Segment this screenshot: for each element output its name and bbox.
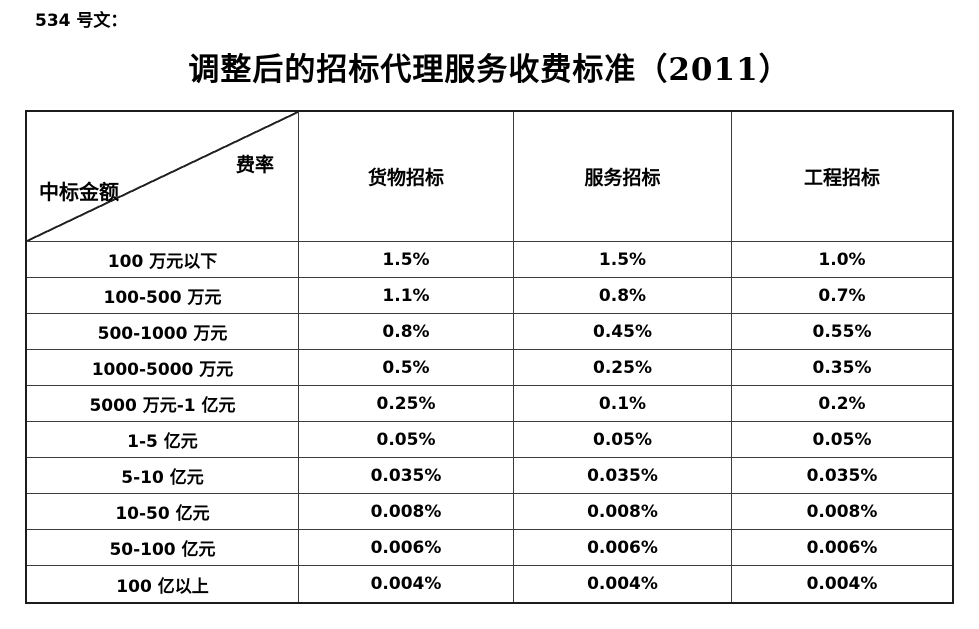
rate-cell: 0.25% [299, 386, 514, 422]
rate-cell: 0.8% [514, 278, 732, 314]
rate-cell: 0.008% [514, 494, 732, 530]
corner-amount-label: 中标金额 [39, 180, 119, 204]
rate-cell: 0.008% [732, 494, 952, 530]
amount-range-cell: 5-10 亿元 [27, 458, 299, 494]
rate-cell: 0.2% [732, 386, 952, 422]
rate-cell: 0.1% [514, 386, 732, 422]
rate-cell: 0.5% [299, 350, 514, 386]
doc-number-label: 534 号文： [35, 11, 128, 31]
rate-cell: 0.035% [299, 458, 514, 494]
rate-cell: 0.45% [514, 314, 732, 350]
rate-cell: 1.0% [732, 242, 952, 278]
rate-cell: 0.05% [514, 422, 732, 458]
rate-cell: 0.006% [514, 530, 732, 566]
rate-cell: 0.006% [732, 530, 952, 566]
rate-cell: 0.035% [732, 458, 952, 494]
amount-range-cell: 100 万元以下 [27, 242, 299, 278]
rate-cell: 0.7% [732, 278, 952, 314]
column-header-goods: 货物招标 [299, 112, 514, 242]
rate-cell: 0.05% [299, 422, 514, 458]
amount-range-cell: 50-100 亿元 [27, 530, 299, 566]
rate-cell: 0.55% [732, 314, 952, 350]
rate-cell: 1.5% [299, 242, 514, 278]
rate-cell: 0.035% [514, 458, 732, 494]
rate-cell: 0.006% [299, 530, 514, 566]
rate-cell: 0.008% [299, 494, 514, 530]
page-title: 调整后的招标代理服务收费标准（2011） [188, 52, 791, 88]
amount-range-cell: 1000-5000 万元 [27, 350, 299, 386]
column-header-engineering: 工程招标 [732, 112, 952, 242]
column-header-services: 服务招标 [514, 112, 732, 242]
rate-cell: 0.35% [732, 350, 952, 386]
amount-range-cell: 500-1000 万元 [27, 314, 299, 350]
rate-cell: 0.004% [514, 566, 732, 602]
rate-cell: 1.5% [514, 242, 732, 278]
corner-rate-label: 费率 [235, 154, 274, 176]
amount-range-cell: 5000 万元-1 亿元 [27, 386, 299, 422]
rate-cell: 0.05% [732, 422, 952, 458]
rate-cell: 1.1% [299, 278, 514, 314]
amount-range-cell: 100-500 万元 [27, 278, 299, 314]
corner-header-cell: 费率 中标金额 [27, 112, 299, 242]
rate-cell: 0.25% [514, 350, 732, 386]
rate-cell: 0.004% [732, 566, 952, 602]
rate-cell: 0.004% [299, 566, 514, 602]
rate-cell: 0.8% [299, 314, 514, 350]
amount-range-cell: 10-50 亿元 [27, 494, 299, 530]
amount-range-cell: 100 亿以上 [27, 566, 299, 602]
fee-rate-table: 费率 中标金额 货物招标 服务招标 工程招标 100 万元以下 1.5% 1.5… [25, 110, 954, 604]
amount-range-cell: 1-5 亿元 [27, 422, 299, 458]
